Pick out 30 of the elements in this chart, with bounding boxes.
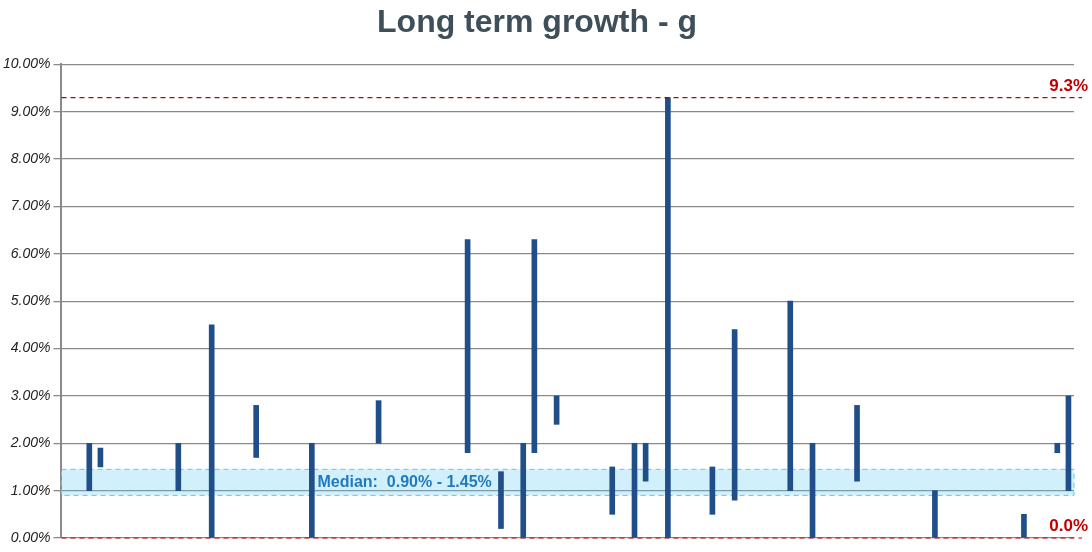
y-tick-label: 7.00% — [10, 197, 51, 214]
y-tick-label: 9.00% — [10, 102, 51, 119]
bar — [208, 324, 215, 538]
ref-line-label: 0.0% — [1049, 516, 1088, 536]
y-tick-label: 2.00% — [9, 434, 51, 451]
y-tick-label: 1.00% — [10, 481, 51, 498]
y-tick-label: 0.00% — [10, 528, 51, 545]
bar — [1054, 442, 1061, 454]
bar — [520, 442, 527, 538]
bar — [787, 300, 794, 491]
bar — [86, 442, 93, 491]
y-tick-label: 10.00% — [3, 55, 51, 72]
chart-title: Long term growth - g — [377, 3, 697, 40]
y-tick-label: 6.00% — [10, 244, 51, 261]
bar — [665, 97, 671, 538]
bar — [175, 442, 182, 491]
bar — [609, 466, 616, 515]
y-tick-label: 4.00% — [10, 339, 51, 356]
bar — [1021, 513, 1027, 538]
y-tick-label: 8.00% — [10, 150, 51, 167]
bar — [309, 442, 315, 538]
bar — [932, 490, 938, 538]
bar — [854, 405, 860, 482]
bar — [498, 471, 504, 529]
y-tick-label: 3.00% — [10, 386, 51, 403]
y-tick-label: 5.00% — [10, 292, 51, 309]
ref-line-label: 9.3% — [1049, 75, 1088, 95]
bar — [375, 400, 382, 444]
bar — [253, 405, 260, 458]
band-label: Median: 0.90% - 1.45% — [317, 472, 492, 490]
